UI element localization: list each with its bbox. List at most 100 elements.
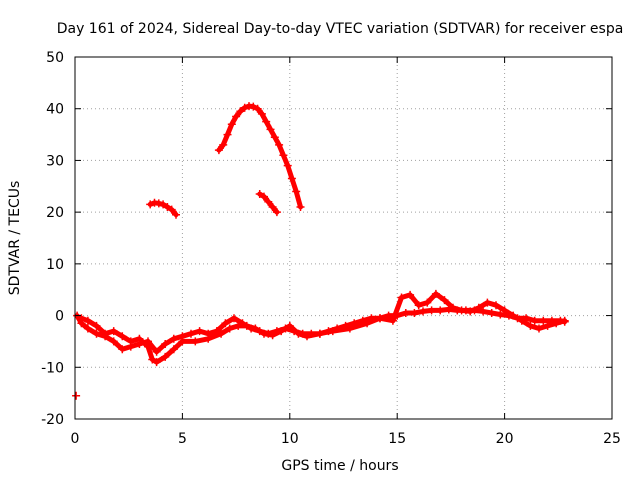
data-point-marker [303, 332, 311, 341]
data-point-marker [492, 301, 500, 310]
data-point-marker [436, 306, 445, 315]
data-point-marker [279, 151, 288, 160]
data-point-marker [72, 391, 81, 400]
data-point-marker [268, 331, 277, 340]
data-point-marker [255, 190, 264, 198]
data-point-marker [77, 314, 86, 323]
data-point-marker [161, 352, 170, 361]
data-point-marker [466, 307, 475, 316]
data-point-marker [144, 342, 152, 351]
data-point-marker [287, 174, 296, 183]
data-point-marker [294, 329, 303, 338]
data-point-marker [474, 303, 483, 312]
data-point-marker [118, 332, 127, 341]
data-point-marker [169, 345, 178, 354]
data-point-marker [178, 337, 187, 346]
data-point-marker [169, 334, 178, 343]
data-point-marker [552, 319, 561, 328]
data-point-marker [526, 321, 535, 330]
y-tick-label: -10 [41, 360, 64, 376]
data-point-marker [500, 306, 509, 315]
data-point-marker [292, 187, 301, 196]
data-point-marker [161, 340, 170, 348]
data-point-marker [315, 329, 324, 338]
data-point-marker [230, 314, 238, 323]
data-point-marker [496, 310, 505, 319]
plot-layer [72, 102, 569, 400]
data-point-marker [217, 329, 226, 338]
data-point-marker [423, 298, 432, 307]
plot-frame [74, 56, 613, 420]
frame-layer [74, 56, 613, 420]
data-point-marker [419, 307, 427, 316]
data-point-marker [109, 327, 118, 336]
data-point-marker [431, 289, 440, 298]
data-point-marker [118, 345, 127, 354]
data-point-marker [251, 324, 260, 333]
series-arc-high [214, 102, 305, 211]
data-point-marker [509, 311, 518, 320]
x-tick-label: 20 [496, 431, 514, 447]
data-point-marker [266, 125, 275, 134]
data-point-marker [345, 324, 354, 333]
data-point-marker [225, 324, 234, 333]
y-tick-label: 20 [46, 205, 64, 221]
data-point-marker [406, 290, 415, 299]
data-point-marker [543, 321, 552, 330]
data-point-marker [227, 120, 236, 129]
data-point-marker [479, 307, 488, 316]
data-point-marker [242, 321, 251, 330]
data-point-marker [257, 109, 266, 118]
data-point-marker [401, 309, 410, 317]
data-point-marker [92, 329, 101, 338]
data-point-marker [560, 316, 569, 325]
data-point-marker [363, 319, 372, 328]
x-tick-label: 25 [603, 431, 621, 447]
data-point-marker [191, 337, 200, 346]
y-tick-label: 50 [46, 50, 64, 66]
data-point-marker [272, 208, 281, 217]
data-point-marker [152, 347, 161, 356]
data-point-marker [530, 316, 539, 325]
data-point-marker [204, 334, 213, 343]
data-point-marker [487, 309, 496, 317]
data-point-marker [260, 329, 268, 338]
data-point-marker [410, 309, 419, 317]
text-layer: Day 161 of 2024, Sidereal Day-to-day VTE… [7, 21, 623, 474]
data-point-marker [517, 316, 526, 325]
data-point-marker [270, 133, 279, 142]
data-point-marker [126, 337, 135, 346]
data-point-marker [388, 316, 397, 325]
data-point-marker [109, 337, 118, 346]
x-tick-label: 10 [281, 431, 299, 447]
data-point-marker [253, 104, 262, 113]
data-point-marker [167, 205, 176, 214]
y-tick-label: -20 [41, 412, 64, 428]
data-point-marker [328, 327, 337, 336]
y-tick-label: 10 [46, 257, 64, 273]
y-tick-label: 30 [46, 153, 64, 169]
data-point-marker [275, 140, 284, 149]
y-tick-label: 40 [46, 102, 64, 118]
data-point-marker [232, 112, 241, 121]
data-point-marker [262, 117, 271, 126]
y-tick-label: 0 [55, 309, 64, 325]
data-point-marker [260, 192, 268, 201]
data-point-marker [152, 358, 161, 367]
data-point-marker [539, 316, 548, 325]
data-point-marker [101, 329, 110, 338]
data-point-marker [449, 303, 457, 312]
data-point-marker [240, 103, 249, 112]
series-arc-main-2 [77, 289, 569, 367]
data-point-marker [376, 314, 384, 323]
data-point-marker [296, 203, 305, 211]
data-point-marker [83, 316, 92, 325]
data-point-marker [427, 306, 436, 315]
data-point-marker [159, 200, 168, 209]
data-point-marker [172, 210, 180, 219]
data-point-marker [92, 321, 101, 330]
data-point-marker [283, 161, 292, 170]
data-point-marker [234, 321, 243, 330]
